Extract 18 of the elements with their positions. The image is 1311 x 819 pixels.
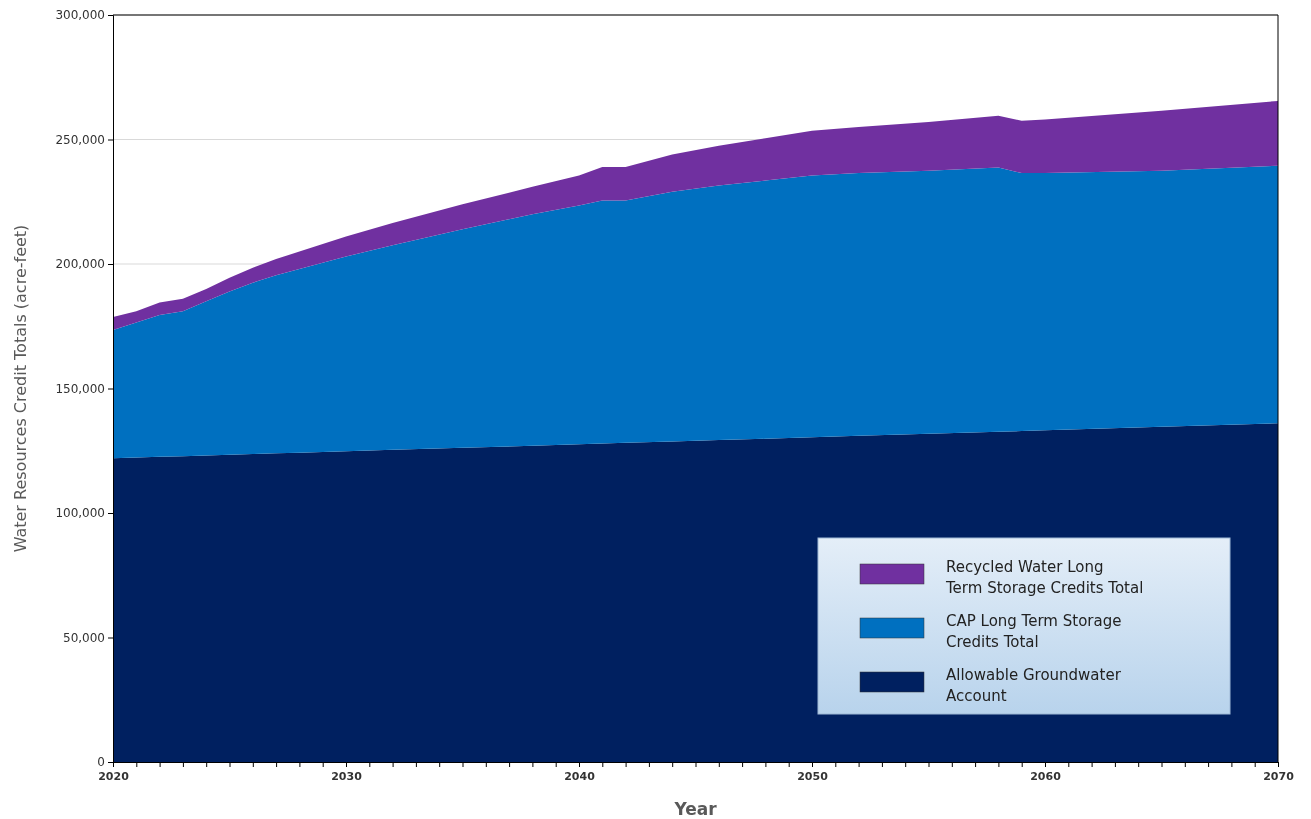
y-tick-label: 50,000: [63, 630, 105, 645]
x-tick-label: 2050: [797, 769, 829, 783]
series-label: Recycled Water Long Term Storage Credits Total: [945, 558, 1144, 597]
series-label: CAP Long Term Storage Credits Total: [946, 612, 1122, 651]
y-tick-label: 0: [97, 755, 105, 770]
x-tick-label: 2030: [331, 769, 363, 783]
y-tick-label: 250,000: [55, 132, 105, 147]
y-tick-label: 300,000: [55, 8, 105, 23]
y-axis-title: Water Resources Credit Totals (acre-feet): [11, 224, 30, 553]
x-tick-label: 2020: [98, 769, 130, 783]
x-tick-label: 2060: [1030, 769, 1062, 783]
y-tick-label: 150,000: [55, 381, 105, 396]
x-axis-title: Year: [673, 799, 718, 819]
x-tick-label: 2070: [1263, 769, 1295, 783]
series-label: Allowable Groundwater Account: [946, 666, 1122, 705]
x-tick-label: 2040: [564, 769, 596, 783]
y-tick-label: 200,000: [55, 257, 105, 272]
y-tick-label: 100,000: [55, 506, 105, 521]
